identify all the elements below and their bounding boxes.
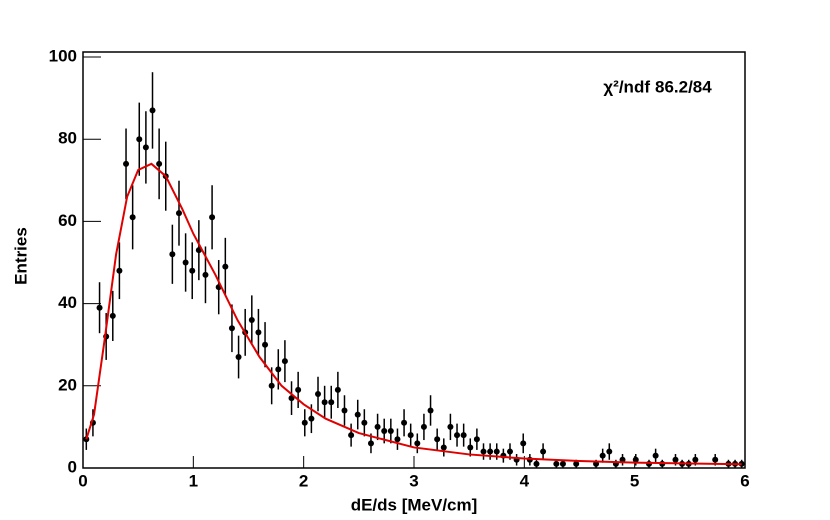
data-point [175,210,182,217]
data-point [248,317,255,324]
data-point [348,432,355,439]
data-point [427,407,434,414]
data-point [334,386,341,393]
data-point [559,460,566,467]
data-point [354,411,361,418]
y-tick-label: 0 [68,457,77,476]
y-tick-label: 60 [58,211,77,230]
data-point [136,136,143,143]
x-tick-label: 2 [299,471,308,490]
data-point [96,304,103,311]
data-point [367,440,374,447]
data-point [454,432,461,439]
data-point [434,436,441,443]
data-point [268,382,275,389]
data-point [295,386,302,393]
x-tick-label: 1 [189,471,198,490]
data-point [473,436,480,443]
data-point [149,107,156,114]
y-tick-label: 80 [58,129,77,148]
data-point [321,399,328,406]
data-point [407,432,414,439]
data-point [387,428,394,435]
data-point [381,428,388,435]
data-point [209,214,216,221]
data-point [420,423,427,430]
data-point [460,432,467,439]
data-point [328,399,335,406]
data-point [116,267,123,274]
data-point [672,456,679,463]
annotation-value: 86.2/84 [655,77,712,96]
x-tick-label: 0 [78,471,87,490]
x-tick-label: 3 [409,471,418,490]
data-point [506,448,513,455]
data-point [712,456,719,463]
y-tick-label: 100 [49,46,77,65]
data-point [315,391,322,398]
data-point [632,456,639,463]
data-point [440,444,447,451]
data-point [129,214,136,221]
data-point [493,448,500,455]
data-point [308,415,315,422]
data-point [401,419,408,426]
data-point [228,325,235,332]
data-point [540,448,547,455]
data-point [374,423,381,430]
data-point [202,271,209,278]
data-point [123,160,130,167]
data-point [606,448,613,455]
data-point [142,144,149,151]
data-point [692,456,699,463]
data-point [652,452,659,459]
x-tick-label: 4 [520,471,530,490]
data-point [301,419,308,426]
x-axis-label: dE/ds [MeV/cm] [351,495,478,514]
data-point [235,354,242,361]
y-tick-label: 40 [58,293,77,312]
data-point [189,267,196,274]
data-point [414,440,421,447]
x-tick-label: 6 [740,471,749,490]
data-point [480,448,487,455]
data-point [487,448,494,455]
data-point [182,259,189,266]
fit-curve [85,162,742,466]
data-point [262,341,269,348]
y-axis-label: Entries [11,227,30,285]
data-point [533,460,540,467]
data-point [341,407,348,414]
annotation-label: χ²/ndf [603,77,650,96]
data-point [275,366,282,373]
data-point [361,419,368,426]
data-point [573,460,580,467]
data-point [109,312,116,319]
data-point [553,460,560,467]
data-point [255,329,262,336]
data-point [169,251,176,258]
x-tick-label: 5 [630,471,639,490]
plot-frame [82,51,746,469]
data-point [447,423,454,430]
data-point [281,358,288,365]
data-point [599,452,606,459]
data-point [467,444,474,451]
y-tick-label: 20 [58,375,77,394]
data-point [394,436,401,443]
data-point [520,440,527,447]
data-point [222,263,229,270]
data-point [156,160,163,167]
